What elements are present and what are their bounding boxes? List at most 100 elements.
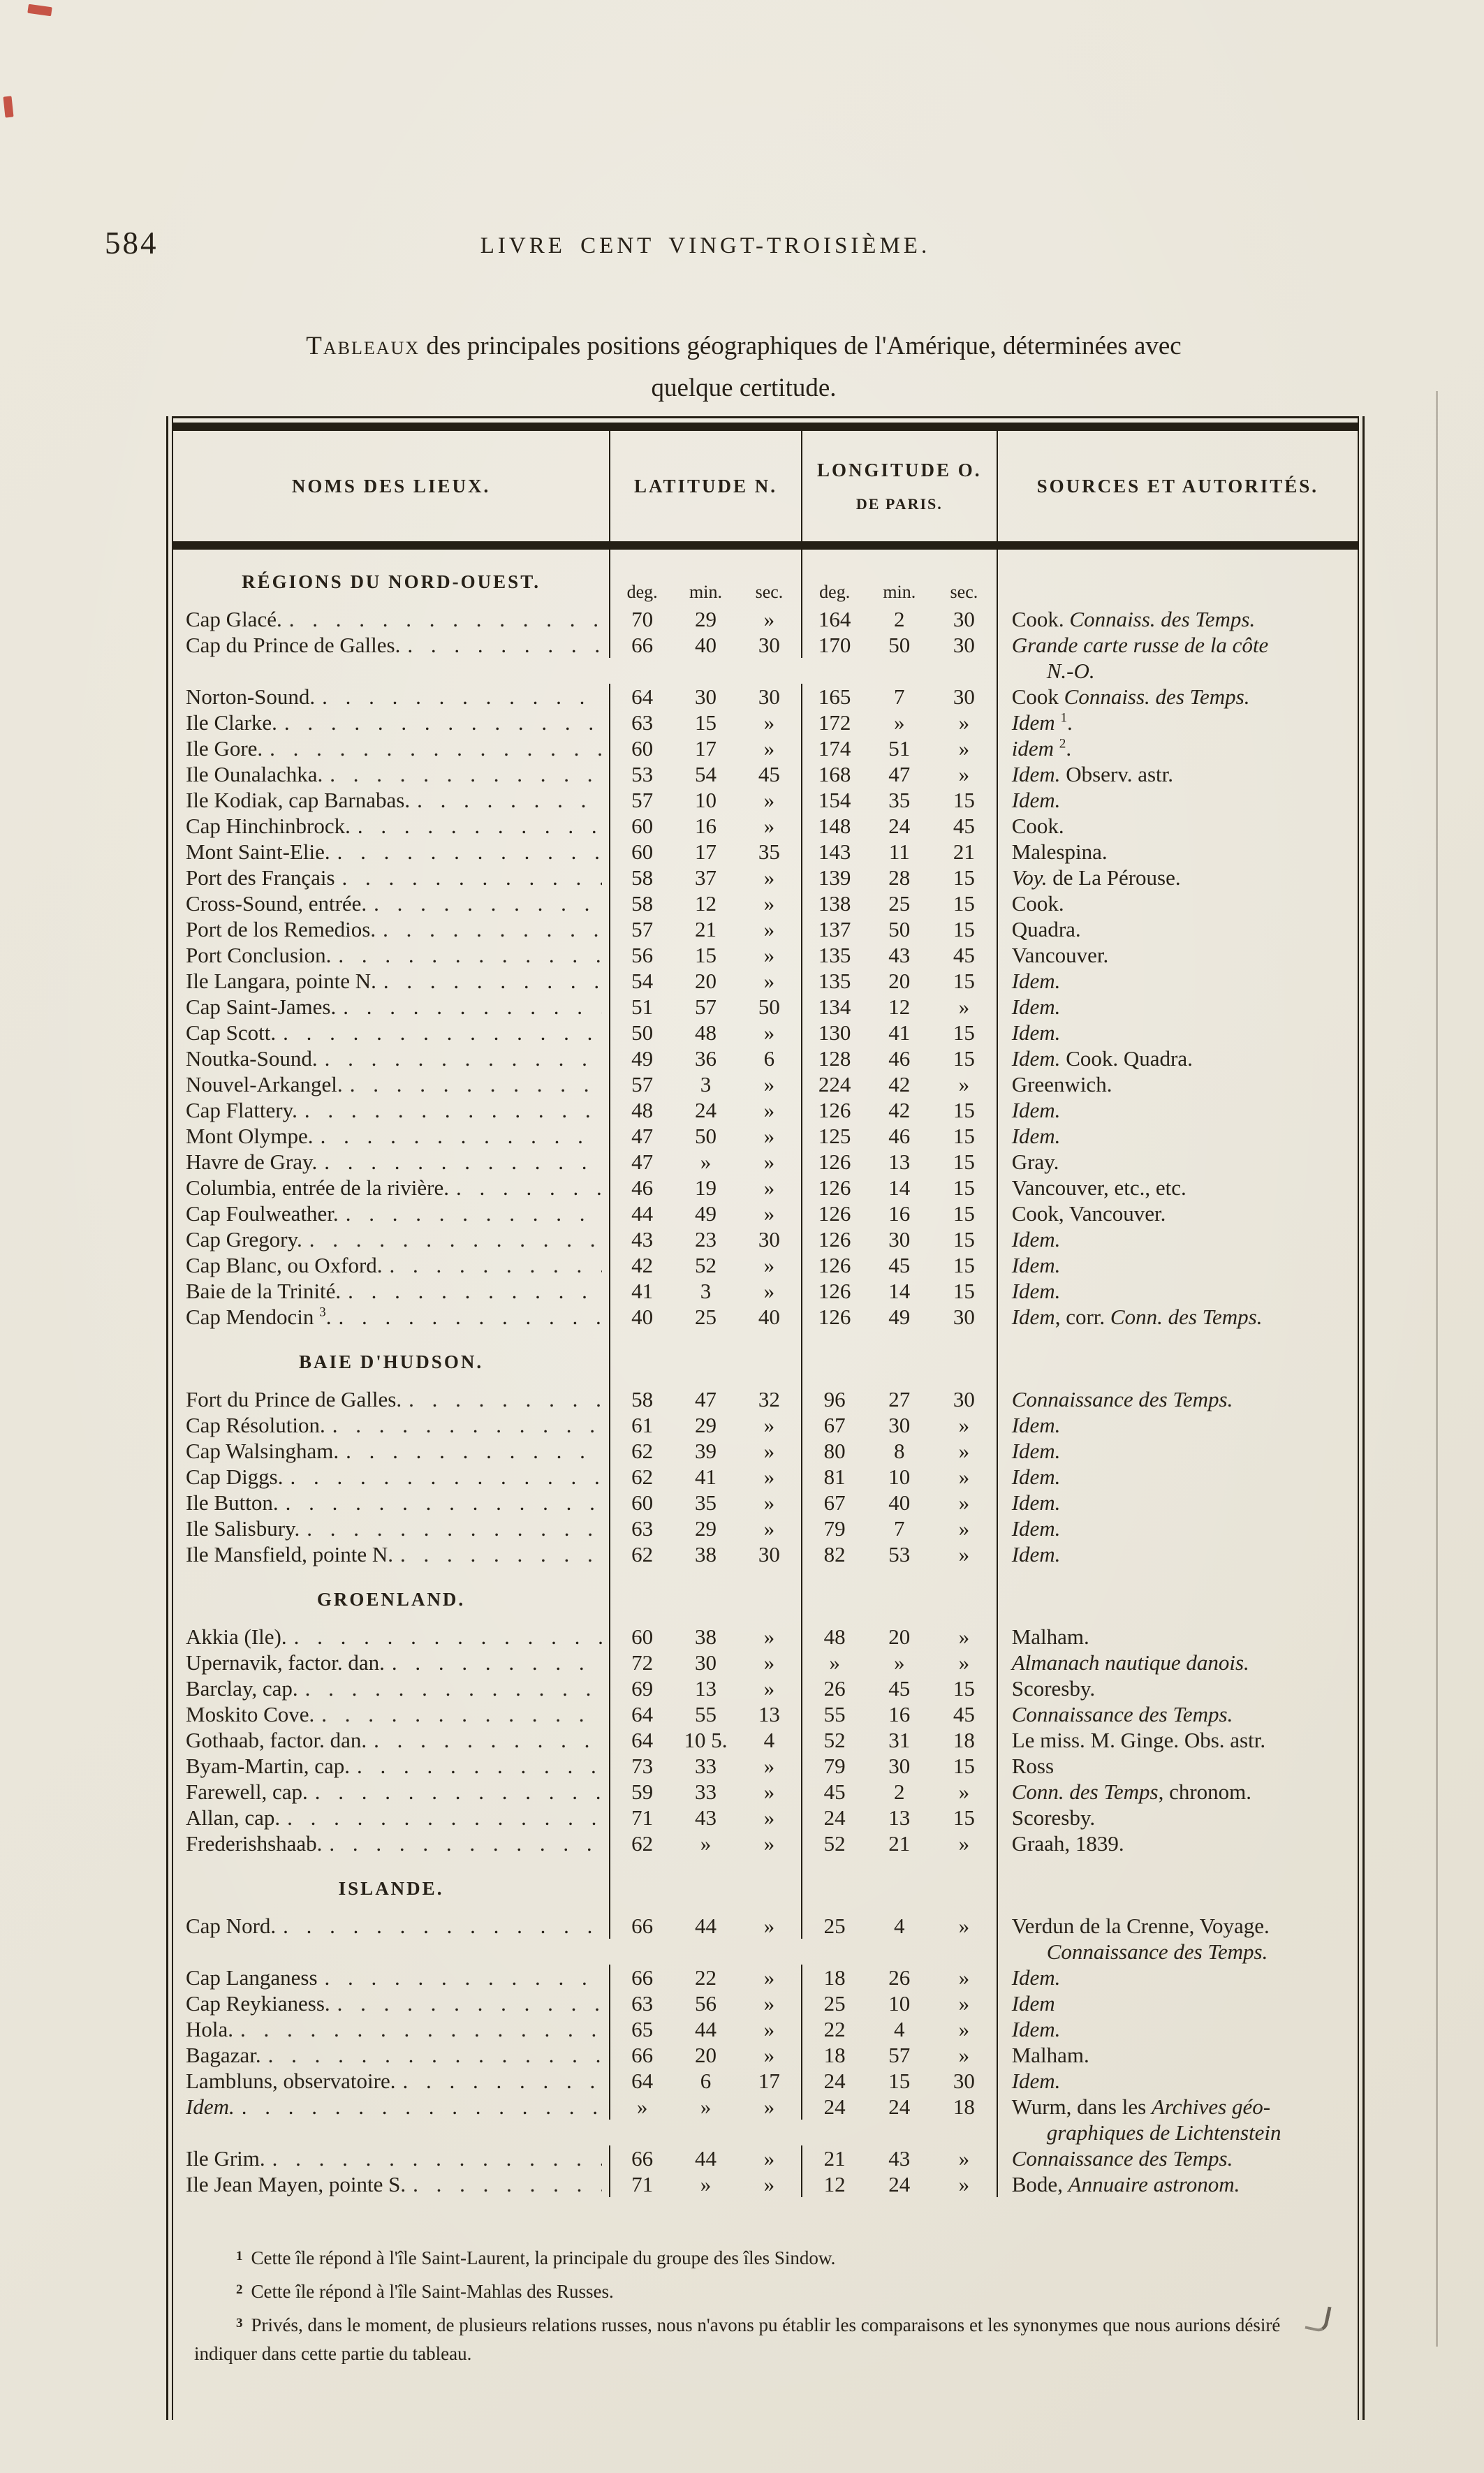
dot-leader: . . . . . . . . . . . . . . . . . . . . …	[324, 1046, 603, 1071]
source-cell: Idem.	[996, 2068, 1358, 2094]
table-row: Cap Nord.. . . . . . . . . . . . . . . .…	[173, 1913, 1358, 1965]
place-name: Cap du Prince de Galles.	[186, 633, 401, 657]
dot-leader: . . . . . . . . . . . . . . . . . . . . …	[345, 1201, 602, 1226]
source-text: Idem.	[1011, 969, 1061, 993]
source-text: Idem 1.	[1011, 710, 1073, 735]
table-row: Havre de Gray.. . . . . . . . . . . . . …	[173, 1149, 1358, 1175]
place-name: Columbia, entrée de la rivière.	[186, 1175, 450, 1200]
place-name: Cap Saint-James.	[186, 995, 337, 1019]
table-row: Cross-Sound, entrée. . . . . . . . . . . …	[173, 890, 1358, 916]
source-text: Idem.	[1011, 995, 1061, 1019]
place-name: Cap Mendocin 3.	[186, 1305, 332, 1329]
source-cell	[996, 1330, 1358, 1386]
latitude-cell: 65 44»	[609, 2016, 801, 2042]
place-name: Ile Ounalachka.	[186, 762, 323, 786]
longitude-cell: 128 46 15	[800, 1045, 997, 1071]
longitude-cell: 67 30»	[800, 1412, 997, 1438]
longitude-cell	[800, 1856, 997, 1913]
longitude-cell: 137 50 15	[800, 916, 997, 942]
longitude-cell: 24 15 30	[800, 2068, 997, 2094]
place-name: Farewell, cap.	[186, 1779, 308, 1804]
dot-leader: . . . . . . . . . . . . . . . . . . . . …	[407, 633, 602, 657]
source-cell: Idem.	[996, 1516, 1358, 1541]
source-text: Almanach nautique danois.	[1011, 1650, 1249, 1675]
source-cell: Scoresby.	[996, 1805, 1358, 1830]
place-name: Cap Flattery.	[186, 1098, 297, 1122]
latitude-cell: 58 37»	[609, 865, 801, 890]
place-name: Ile Gore.	[186, 736, 263, 761]
source-cell: Malespina.	[996, 839, 1358, 865]
place-name: Akkia (Ile).	[186, 1624, 287, 1649]
source-text: Idem.	[1011, 1542, 1061, 1566]
longitude-cell: 18 57»	[800, 2042, 997, 2068]
source-text: Grande carte russe de la côte N.-O.	[1011, 633, 1269, 683]
dot-leader: . . . . . . . . . . . . . . . . . . . . …	[346, 1439, 602, 1463]
place-name: Byam-Martin, cap.	[186, 1754, 351, 1778]
source-cell: Idem.	[996, 1541, 1358, 1567]
place-name: Baie de la Trinité.	[186, 1279, 341, 1303]
place-name: Cap Scott.	[186, 1020, 277, 1045]
source-cell: Connaissance des Temps.	[996, 1701, 1358, 1727]
source-text: Graah, 1839.	[1011, 1831, 1124, 1856]
source-cell: Idem.	[996, 1278, 1358, 1304]
place-name: Fort du Prince de Galles.	[186, 1387, 402, 1411]
red-ink-mark	[3, 96, 14, 118]
table-row: Nouvel-Arkangel.. . . . . . . . . . . . …	[173, 1071, 1358, 1097]
source-cell: Le miss. M. Ginge. Obs. astr.	[996, 1727, 1358, 1753]
source-text: Malham.	[1011, 1624, 1089, 1649]
name-cell: Gothaab, factor. dan. . . . . . . . . . .…	[173, 1727, 609, 1753]
latitude-cell: 40 25 40	[609, 1304, 801, 1330]
source-cell: Idem.	[996, 1490, 1358, 1516]
name-cell: Norton-Sound.. . . . . . . . . . . . . .…	[173, 684, 609, 710]
table-row: Mont Olympe.. . . . . . . . . . . . . . …	[173, 1123, 1358, 1149]
longitude-cell	[800, 1567, 997, 1624]
source-cell: Wurm, dans les Archives géo-graphiques d…	[996, 2094, 1358, 2145]
source-cell: Idem.	[996, 1412, 1358, 1438]
latitude-cell: 58 12»	[609, 890, 801, 916]
latitude-cell: 66 40 30	[609, 632, 801, 658]
source-text: Vancouver.	[1011, 943, 1109, 967]
source-cell: Idem.	[996, 1097, 1358, 1123]
dot-leader: . . . . . . . . . . . . . . . . . . . . …	[357, 1754, 603, 1778]
latitude-cell	[609, 1567, 801, 1624]
source-text: Cook, Vancouver.	[1011, 1201, 1166, 1226]
latitude-cell: 69 13»	[609, 1675, 801, 1701]
longitude-cell: 67 40»	[800, 1490, 997, 1516]
dot-leader: . . . . . . . . . . . . . . . . . . . . …	[272, 2146, 602, 2171]
source-cell: Malham.	[996, 2042, 1358, 2068]
dot-leader: . . . . . . . . . . . . . . . . . . . . …	[304, 1098, 602, 1122]
latitude-cell: 43 23 30	[609, 1226, 801, 1252]
table-row: Cap Mendocin 3.. . . . . . . . . . . . .…	[173, 1304, 1358, 1330]
latitude-cell: 60 17»	[609, 735, 801, 761]
place-name: Cap Hinchinbrock.	[186, 814, 351, 838]
table-row: Cap Foulweather.. . . . . . . . . . . . …	[173, 1201, 1358, 1226]
name-cell: Farewell, cap.. . . . . . . . . . . . . …	[173, 1779, 609, 1805]
place-name: Moskito Cove.	[186, 1702, 315, 1726]
source-cell: Graah, 1839.	[996, 1830, 1358, 1856]
place-name: Nouvel-Arkangel.	[186, 1072, 343, 1096]
table-row: Cap Scott.. . . . . . . . . . . . . . . …	[173, 1020, 1358, 1045]
table-top-rule	[173, 416, 1358, 431]
source-cell: Idem.	[996, 968, 1358, 994]
dot-leader: . . . . . . . . . . . . . . . . . . . . …	[357, 814, 603, 838]
source-cell: Idem.	[996, 1438, 1358, 1464]
dot-leader: . . . . . . . . . . . . . . . . . . . . …	[456, 1175, 602, 1200]
longitude-cell: 24 24 18	[800, 2094, 997, 2120]
longitude-cell: 154 35 15	[800, 787, 997, 813]
name-cell: Nouvel-Arkangel.. . . . . . . . . . . . …	[173, 1071, 609, 1097]
table-row: Norton-Sound.. . . . . . . . . . . . . .…	[173, 684, 1358, 710]
dot-leader: . . . . . . . . . . . . . . . . . . . . …	[391, 1650, 602, 1675]
dot-leader: . . . . . . . . . . . . . . . . . . . . …	[284, 710, 602, 735]
name-cell: Ile Langara, pointe N. . . . . . . . . . …	[173, 968, 609, 994]
place-name: Cap Résolution.	[186, 1413, 325, 1437]
place-name: Cross-Sound, entrée.	[186, 891, 367, 916]
latitude-cell: 50 48»	[609, 1020, 801, 1045]
latitude-cell: 63 29»	[609, 1516, 801, 1541]
longitude-cell: 81 10»	[800, 1464, 997, 1490]
longitude-cell: 164 2 30	[800, 606, 997, 632]
latitude-cell: 72 30»	[609, 1650, 801, 1675]
source-cell: Cook.	[996, 890, 1358, 916]
latitude-cell: 64 6 17	[609, 2068, 801, 2094]
table-row: Ile Clarke. . . . . . . . . . . . . . . .…	[173, 710, 1358, 735]
source-text: Cook.	[1011, 891, 1064, 916]
